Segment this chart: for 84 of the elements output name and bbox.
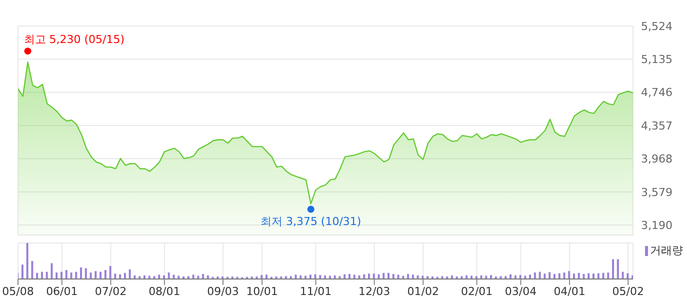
- bar: [563, 272, 566, 279]
- bar: [548, 272, 551, 279]
- bar: [124, 272, 126, 279]
- x-tick-label: 09/03: [207, 284, 239, 298]
- bar: [109, 266, 112, 279]
- bar: [128, 269, 131, 279]
- x-tick-label: 10/01: [246, 284, 278, 298]
- bar: [538, 272, 541, 279]
- y-tick-label: 5,524: [641, 20, 672, 33]
- x-tick-label: 12/03: [358, 284, 390, 298]
- bar: [602, 272, 604, 279]
- y-tick-label: 5,135: [641, 53, 672, 66]
- bar: [578, 272, 580, 279]
- bar: [26, 243, 28, 279]
- bar: [168, 272, 170, 279]
- bar: [372, 274, 375, 279]
- bar: [21, 264, 24, 279]
- bar: [568, 271, 570, 279]
- x-tick-label: 06/01: [46, 284, 78, 298]
- bar: [94, 271, 97, 279]
- x-tick-label: 03/04: [504, 284, 537, 298]
- bar: [572, 274, 575, 279]
- bar: [529, 274, 532, 279]
- bar: [544, 274, 546, 279]
- y-tick-label: 3,968: [641, 152, 672, 166]
- x-tick-label: 05/08: [2, 284, 34, 298]
- y-tick-label: 4,746: [641, 86, 672, 100]
- bar: [626, 273, 629, 279]
- bar: [612, 259, 614, 279]
- bar: [534, 272, 536, 279]
- bar: [50, 263, 53, 279]
- bar: [397, 274, 400, 279]
- bar: [90, 272, 92, 279]
- x-tick-label: 08/01: [148, 284, 180, 298]
- bar: [553, 274, 556, 279]
- bar: [582, 274, 585, 279]
- x-tick-label: 01/02: [407, 284, 439, 298]
- bar: [70, 272, 72, 279]
- legend-label: 거래량: [650, 243, 683, 258]
- y-tick-label: 3,190: [641, 218, 672, 232]
- bar: [60, 272, 62, 279]
- bar: [388, 272, 390, 279]
- annotation: 최저 3,375 (10/31): [260, 215, 362, 228]
- bar: [407, 274, 410, 279]
- bar: [202, 274, 204, 279]
- bar: [616, 259, 619, 279]
- bar: [192, 274, 194, 279]
- bar: [294, 274, 297, 279]
- bar: [412, 274, 414, 279]
- bar: [382, 272, 385, 279]
- bar: [622, 272, 624, 279]
- x-tick-label: 02/01: [460, 284, 493, 298]
- x-tick-label: 07/02: [94, 284, 127, 298]
- y-tick-label: 3,579: [641, 186, 672, 199]
- bar: [56, 272, 58, 279]
- bar: [597, 273, 600, 279]
- bar: [100, 272, 102, 279]
- bar: [588, 273, 590, 279]
- bar: [65, 270, 68, 279]
- bar: [348, 274, 350, 279]
- bar: [75, 272, 78, 279]
- x-tick-label: 11/01: [300, 284, 332, 298]
- bar: [84, 268, 87, 279]
- bar: [40, 272, 43, 279]
- bar: [309, 274, 312, 279]
- bar: [607, 272, 610, 279]
- x-tick-label: 04/01: [554, 284, 586, 298]
- bar: [353, 274, 356, 279]
- x-tick-label: 05/02: [612, 284, 644, 298]
- bar: [158, 274, 160, 279]
- y-tick-label: 4,357: [641, 119, 672, 132]
- bar: [392, 274, 394, 279]
- annotation: 최고 5,230 (05/15): [24, 33, 125, 46]
- bar: [592, 274, 595, 279]
- bar: [368, 274, 370, 279]
- bar: [172, 274, 175, 279]
- bar: [31, 261, 34, 279]
- bar: [46, 272, 48, 279]
- bar: [265, 274, 268, 279]
- bar: [104, 270, 106, 279]
- bar: [114, 274, 116, 279]
- bar: [36, 272, 38, 279]
- bar: [558, 273, 560, 279]
- bar: [80, 267, 82, 279]
